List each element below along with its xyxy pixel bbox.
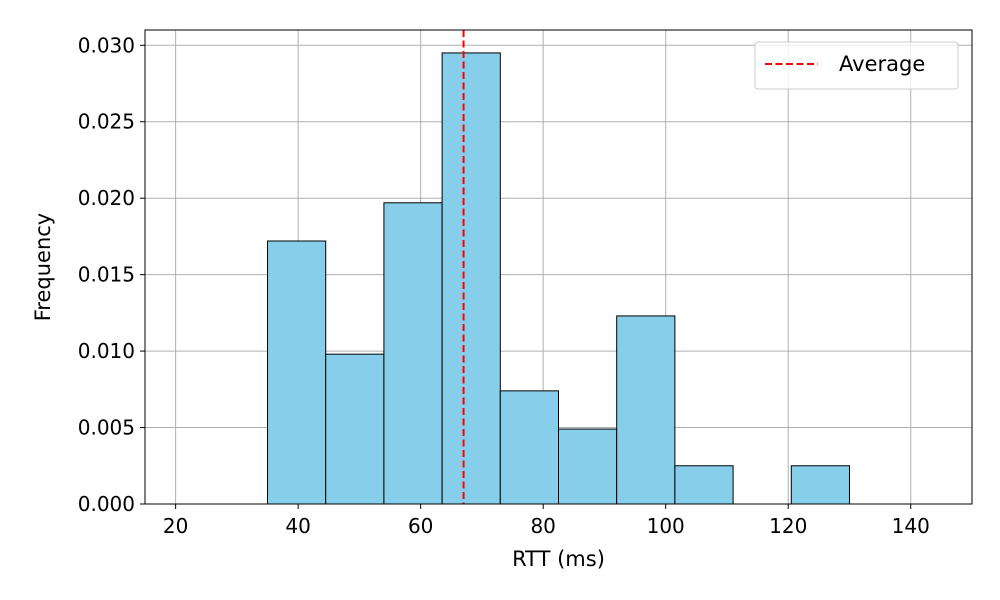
x-tick-label: 120 bbox=[769, 514, 807, 538]
histogram-bar bbox=[267, 240, 327, 505]
y-tick-label: 0.000 bbox=[78, 492, 135, 516]
x-tick-label: 140 bbox=[892, 514, 930, 538]
histogram-bar bbox=[790, 465, 850, 505]
histogram-bar bbox=[558, 428, 618, 505]
x-tick-label: 20 bbox=[163, 514, 188, 538]
histogram-bars bbox=[267, 52, 850, 505]
legend: Average bbox=[754, 41, 959, 90]
y-axis-ticks: 0.000 0.005 0.010 0.015 0.020 0.025 0.030 bbox=[78, 33, 145, 516]
y-axis-label: Frequency bbox=[31, 213, 55, 322]
x-tick-label: 60 bbox=[408, 514, 433, 538]
legend-average-label: Average bbox=[839, 52, 925, 76]
y-tick-label: 0.030 bbox=[78, 33, 135, 57]
legend-box bbox=[754, 41, 959, 90]
y-tick-label: 0.015 bbox=[78, 263, 135, 287]
histogram-bar bbox=[325, 353, 385, 505]
plot-area-frame bbox=[144, 29, 973, 505]
x-axis-label: RTT (ms) bbox=[512, 547, 605, 571]
y-tick-label: 0.025 bbox=[78, 110, 135, 134]
x-axis-ticks: 20 40 60 80 100 120 140 bbox=[163, 504, 930, 538]
x-tick-label: 80 bbox=[530, 514, 555, 538]
histogram-bar bbox=[616, 315, 676, 505]
histogram-bar bbox=[441, 52, 501, 505]
histogram-bar bbox=[499, 390, 560, 505]
y-tick-label: 0.020 bbox=[78, 186, 135, 210]
histogram-bar bbox=[674, 465, 734, 505]
histogram-bar bbox=[383, 202, 443, 505]
y-tick-label: 0.010 bbox=[78, 339, 135, 363]
x-tick-label: 100 bbox=[647, 514, 685, 538]
y-tick-label: 0.005 bbox=[78, 416, 135, 440]
x-tick-label: 40 bbox=[285, 514, 310, 538]
